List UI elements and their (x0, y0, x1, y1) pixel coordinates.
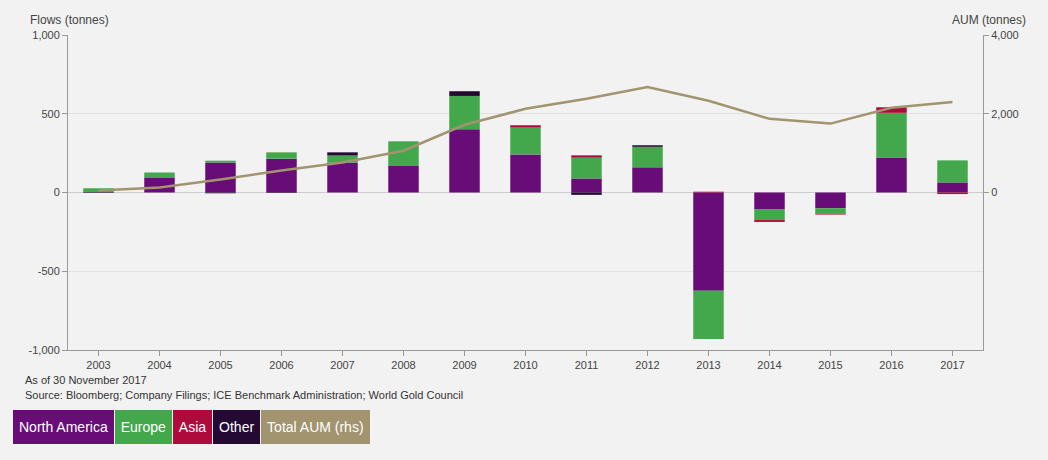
svg-text:2011: 2011 (575, 359, 599, 371)
svg-text:1,000: 1,000 (32, 29, 60, 41)
svg-text:-500: -500 (38, 265, 60, 277)
svg-text:2016: 2016 (879, 359, 903, 371)
svg-text:2013: 2013 (696, 359, 720, 371)
svg-text:0: 0 (991, 186, 997, 198)
html-text:Other: Other (219, 419, 255, 435)
svg-text:2010: 2010 (513, 359, 537, 371)
svg-text:2012: 2012 (635, 359, 659, 371)
svg-text:Flows (tonnes): Flows (tonnes) (30, 13, 109, 27)
svg-text:500: 500 (41, 108, 59, 120)
svg-text:2009: 2009 (452, 359, 476, 371)
html-text:As of 30 November 2017: As of 30 November 2017 (25, 374, 147, 386)
html-text:Source: Bloomberg; Company Fil: Source: Bloomberg; Company Filings; ICE … (25, 389, 464, 401)
html-text:Asia: Asia (178, 419, 207, 435)
svg-text:4,000: 4,000 (991, 29, 1019, 41)
svg-text:2003: 2003 (86, 359, 110, 371)
html-text:North America: North America (19, 419, 108, 435)
svg-text:2007: 2007 (330, 359, 354, 371)
svg-text:-1,000: -1,000 (29, 344, 60, 356)
svg-text:2008: 2008 (391, 359, 415, 371)
html-text:Total AUM (rhs): Total AUM (rhs) (267, 419, 364, 435)
html-text:Europe: Europe (120, 419, 166, 435)
svg-text:2005: 2005 (208, 359, 232, 371)
svg-text:2015: 2015 (818, 359, 842, 371)
svg-text:AUM (tonnes): AUM (tonnes) (952, 13, 1026, 27)
svg-text:2004: 2004 (147, 359, 171, 371)
svg-text:0: 0 (54, 186, 60, 198)
svg-text:2017: 2017 (940, 359, 964, 371)
svg-text:2014: 2014 (757, 359, 781, 371)
svg-text:2006: 2006 (269, 359, 293, 371)
svg-text:2,000: 2,000 (991, 108, 1019, 120)
